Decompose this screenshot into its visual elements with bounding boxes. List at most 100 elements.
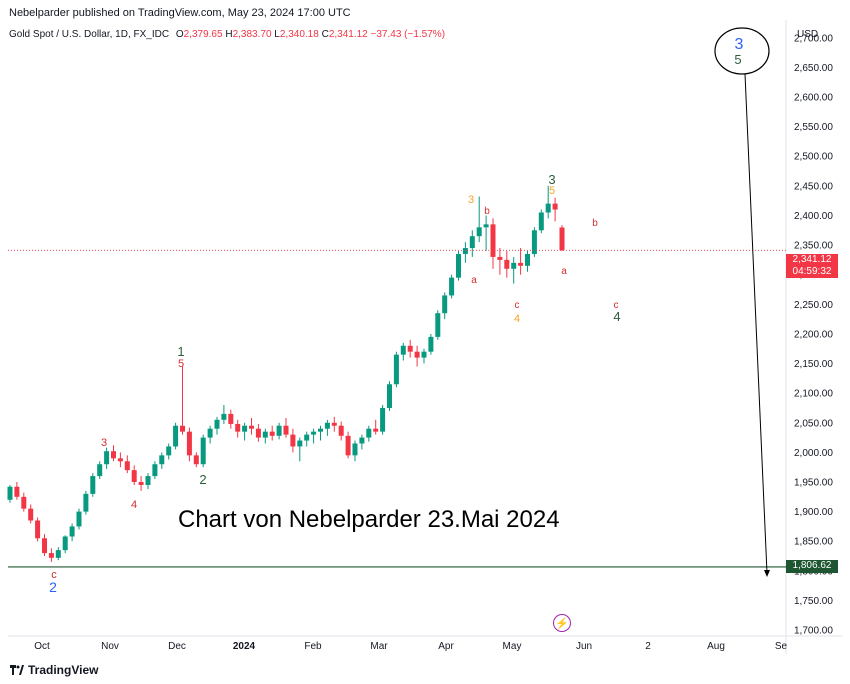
y-tick-label: 2,450.00 [794, 181, 833, 192]
x-tick-label: Aug [707, 641, 725, 652]
open-label: O [175, 29, 184, 40]
candle-body [545, 203, 551, 213]
target-arrow-line[interactable] [744, 73, 768, 574]
x-tick-label: Oct [34, 641, 50, 652]
symbol-info: Gold Spot / U.S. Dollar, 1D, FX_IDC O 2,3… [9, 29, 445, 40]
candle-body [552, 203, 558, 210]
y-tick-label: 2,550.00 [794, 122, 833, 133]
high-value: 2,383.70 [232, 29, 272, 40]
lightning-icon[interactable]: ⚡ [553, 614, 571, 632]
candle-body [290, 434, 296, 447]
candle-body [117, 458, 123, 462]
candle-body [242, 425, 248, 432]
y-tick-label: 2,000.00 [794, 448, 833, 459]
candle-body [207, 428, 213, 438]
wave-label[interactable]: 3 [101, 437, 107, 449]
wave-label[interactable]: 4 [131, 499, 137, 511]
candle-body [111, 451, 116, 459]
candle-body [511, 262, 517, 269]
y-tick-label: 2,050.00 [794, 418, 833, 429]
x-tick-label: Nov [101, 641, 119, 652]
y-tick-label: 2,400.00 [794, 211, 833, 222]
wave-label[interactable]: b [484, 206, 490, 217]
candle-body [311, 431, 317, 435]
close-label: C [321, 29, 329, 40]
wave-label[interactable]: a [471, 275, 477, 286]
wave-label[interactable]: 5 [178, 358, 184, 370]
low-label: L [274, 29, 280, 40]
symbol-name[interactable]: Gold Spot / U.S. Dollar, 1D, FX_IDC [9, 29, 170, 40]
x-tick-label: May [503, 641, 522, 652]
candle-body [538, 212, 544, 231]
candle-body [428, 336, 434, 352]
wave-label[interactable]: 4 [613, 309, 620, 324]
wave-label[interactable]: 2 [49, 579, 57, 595]
candle-body [318, 428, 323, 432]
candle-body [145, 476, 151, 485]
close-value: 2,341.12 [328, 29, 368, 40]
candle-body [269, 431, 275, 436]
published-header: Nebelparder published on TradingView.com… [9, 7, 351, 19]
wave-label[interactable]: c [614, 300, 619, 311]
candle-body [373, 428, 379, 432]
wave-label[interactable]: 2 [199, 472, 206, 487]
y-tick-label: 2,200.00 [794, 329, 833, 340]
candle-body [483, 224, 489, 228]
target-circle[interactable] [714, 27, 770, 75]
candle-body [525, 253, 530, 266]
wave-label[interactable]: c [51, 569, 57, 581]
candle-body [193, 455, 199, 465]
candle-body [490, 224, 496, 257]
candle-body [359, 437, 365, 444]
current-price-tag: 2,341.12 04:59:32 [786, 254, 838, 278]
chart-annotation-text: Chart von Nebelparder 23.Mai 2024 [178, 506, 560, 533]
candle-body [387, 384, 392, 408]
candle-body [531, 230, 537, 254]
wave-label[interactable]: 3 [735, 36, 744, 53]
candle-body [304, 434, 310, 441]
candle-body [235, 423, 241, 432]
y-tick-label: 2,650.00 [794, 63, 833, 74]
wave-label[interactable]: 5 [734, 52, 741, 67]
x-tick-label: Dec [168, 641, 186, 652]
wave-label[interactable]: 3 [468, 194, 474, 206]
candle-body [352, 443, 358, 456]
y-tick-label: 2,500.00 [794, 152, 833, 163]
wave-label[interactable]: a [561, 266, 567, 277]
candle-body [28, 508, 34, 521]
candle-body [297, 440, 303, 447]
candle-body [7, 486, 13, 500]
candle-body [104, 451, 110, 465]
candle-body [407, 345, 413, 352]
candle-body [400, 345, 406, 355]
candle-body [76, 511, 82, 527]
candle-body [262, 431, 268, 438]
x-tick-label: 2024 [233, 641, 256, 652]
current-price-value: 2,341.12 [792, 254, 832, 265]
wave-label[interactable]: 5 [549, 185, 555, 197]
candle-body [97, 464, 103, 477]
candle-body [421, 351, 427, 358]
y-tick-label: 2,700.00 [794, 33, 833, 44]
candle-body [14, 486, 20, 497]
candle-body [55, 550, 61, 558]
countdown-value: 04:59:32 [792, 266, 832, 277]
currency-label[interactable]: USD [797, 29, 819, 40]
candle-body [35, 520, 41, 539]
arrow-head-icon [764, 570, 770, 577]
wave-label[interactable]: b [592, 218, 598, 229]
x-tick-label: Jun [576, 641, 592, 652]
brand-name: TradingView [28, 663, 99, 677]
candle-body [159, 455, 165, 465]
wave-label[interactable]: 3 [548, 172, 555, 187]
x-tick-label: Se [775, 641, 788, 652]
support-price-tag: 1,806.62 [786, 560, 838, 573]
candle-body [462, 248, 468, 254]
wave-label[interactable]: 4 [514, 313, 520, 325]
wave-label[interactable]: 1 [177, 344, 184, 359]
tradingview-logo[interactable]: TradingView [10, 663, 98, 677]
wave-label[interactable]: c [515, 300, 520, 311]
candle-body [180, 425, 185, 432]
candle-body [559, 227, 565, 251]
